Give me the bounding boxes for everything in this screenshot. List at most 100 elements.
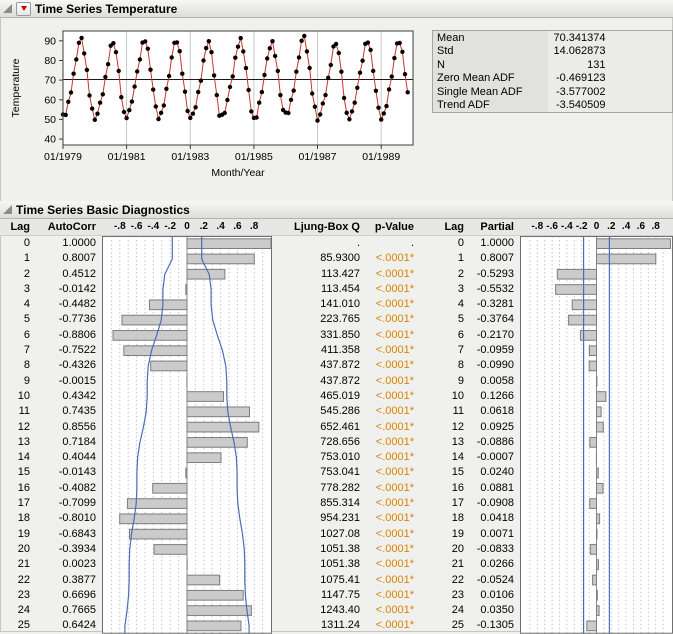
lag-bar [597, 529, 598, 539]
lag-cell: 21 [0, 557, 38, 572]
ljung-box-q-cell: 1311.24 [272, 618, 362, 633]
ljung-box-q-cell: 331.850 [272, 328, 362, 343]
lag-cell: 25 [0, 618, 38, 633]
lag-cell-2: 20 [418, 542, 470, 557]
lag-cell: 15 [0, 465, 38, 480]
data-point [376, 106, 380, 110]
data-point [98, 101, 102, 105]
lag-bar [186, 468, 187, 478]
red-triangle-icon [21, 6, 27, 11]
partial-cell: 0.0106 [470, 588, 520, 603]
ljung-box-q-cell: 1051.38 [272, 557, 362, 572]
y-tick-label: 40 [44, 134, 56, 146]
partial-cell: 0.0058 [470, 374, 520, 389]
lag-bar [590, 545, 596, 555]
x-axis-title: Month/Year [211, 167, 265, 179]
p-value-cell: <.0001* [362, 618, 418, 633]
data-point [130, 99, 134, 103]
lag-bar [187, 438, 247, 448]
col-header-partial: Partial [470, 219, 520, 236]
data-point [342, 96, 346, 100]
lag-bar [187, 453, 221, 463]
lag-bar [124, 346, 187, 356]
stat-value: 14.062873 [548, 45, 610, 58]
p-value-cell: <.0001* [362, 511, 418, 526]
partial-cell: 0.0071 [470, 527, 520, 542]
data-point [254, 115, 258, 119]
lag-bar [572, 300, 596, 310]
data-point [127, 108, 131, 112]
disclosure-triangle-icon[interactable] [3, 205, 12, 214]
lag-bar [590, 438, 597, 448]
lag-cell-2: 10 [418, 389, 470, 404]
ljung-box-q-cell: 141.010 [272, 297, 362, 312]
lag-cell-2: 7 [418, 343, 470, 358]
data-point [209, 50, 213, 54]
p-value-cell: <.0001* [362, 343, 418, 358]
data-point [307, 66, 311, 70]
data-point [135, 69, 139, 73]
p-value-cell: <.0001* [362, 328, 418, 343]
autocorr-cell: 0.7184 [38, 435, 102, 450]
x-tick-label: 01/1981 [108, 151, 146, 163]
ljung-box-q-cell: 85.9300 [272, 251, 362, 266]
ljung-box-q-cell: 113.427 [272, 267, 362, 282]
lag-bar [589, 346, 596, 356]
lag-bar [149, 300, 187, 310]
data-point [257, 101, 261, 105]
lag-cell-2: 0 [418, 236, 470, 251]
lag-bar [597, 560, 599, 570]
p-value-cell: <.0001* [362, 557, 418, 572]
lag-cell-2: 8 [418, 358, 470, 373]
autocorr-cell: -0.0015 [38, 374, 102, 389]
lag-cell: 11 [0, 404, 38, 419]
autocorr-cell: -0.7099 [38, 496, 102, 511]
disclosure-triangle-icon[interactable] [3, 4, 12, 13]
p-value-cell: <.0001* [362, 542, 418, 557]
partial-cell: 0.0266 [470, 557, 520, 572]
data-point [101, 92, 105, 96]
autocorr-cell: -0.7522 [38, 343, 102, 358]
lag-bar [187, 239, 271, 249]
partial-cell: -0.2170 [470, 328, 520, 343]
x-tick-label: 01/1979 [44, 151, 82, 163]
partial-cell: -0.0886 [470, 435, 520, 450]
autocorr-cell: 0.6696 [38, 588, 102, 603]
lag-cell-2: 5 [418, 312, 470, 327]
autocorr-cell: 0.4512 [38, 267, 102, 282]
data-point [299, 39, 303, 43]
x-tick-label: 01/1987 [299, 151, 337, 163]
data-point [262, 73, 266, 77]
axis-tick-label: .2 [200, 219, 208, 235]
autocorr-cell: -0.8806 [38, 328, 102, 343]
data-point [148, 68, 152, 72]
data-point [358, 71, 362, 75]
data-point [339, 70, 343, 74]
data-point [403, 72, 407, 76]
lag-bar [187, 254, 254, 264]
data-point [175, 40, 179, 44]
autocorr-cell: -0.4326 [38, 358, 102, 373]
lag-bar [154, 545, 187, 555]
partial-autocorrelation-plot[interactable] [520, 236, 673, 634]
lag-bar [187, 392, 224, 402]
data-point [390, 74, 394, 78]
autocorrelation-plot[interactable] [102, 236, 272, 634]
axis-tick-label: .8 [652, 219, 660, 235]
data-point [371, 69, 375, 73]
outline-title-diagnostics: Time Series Basic Diagnostics [16, 203, 190, 217]
lag-bar [580, 331, 596, 341]
data-point [196, 90, 200, 94]
red-triangle-menu-button[interactable] [16, 2, 31, 16]
data-point [71, 72, 75, 76]
stat-spacer [610, 58, 673, 71]
data-point [355, 86, 359, 90]
lag-bar [151, 361, 187, 371]
ljung-box-q-cell: 954.231 [272, 511, 362, 526]
